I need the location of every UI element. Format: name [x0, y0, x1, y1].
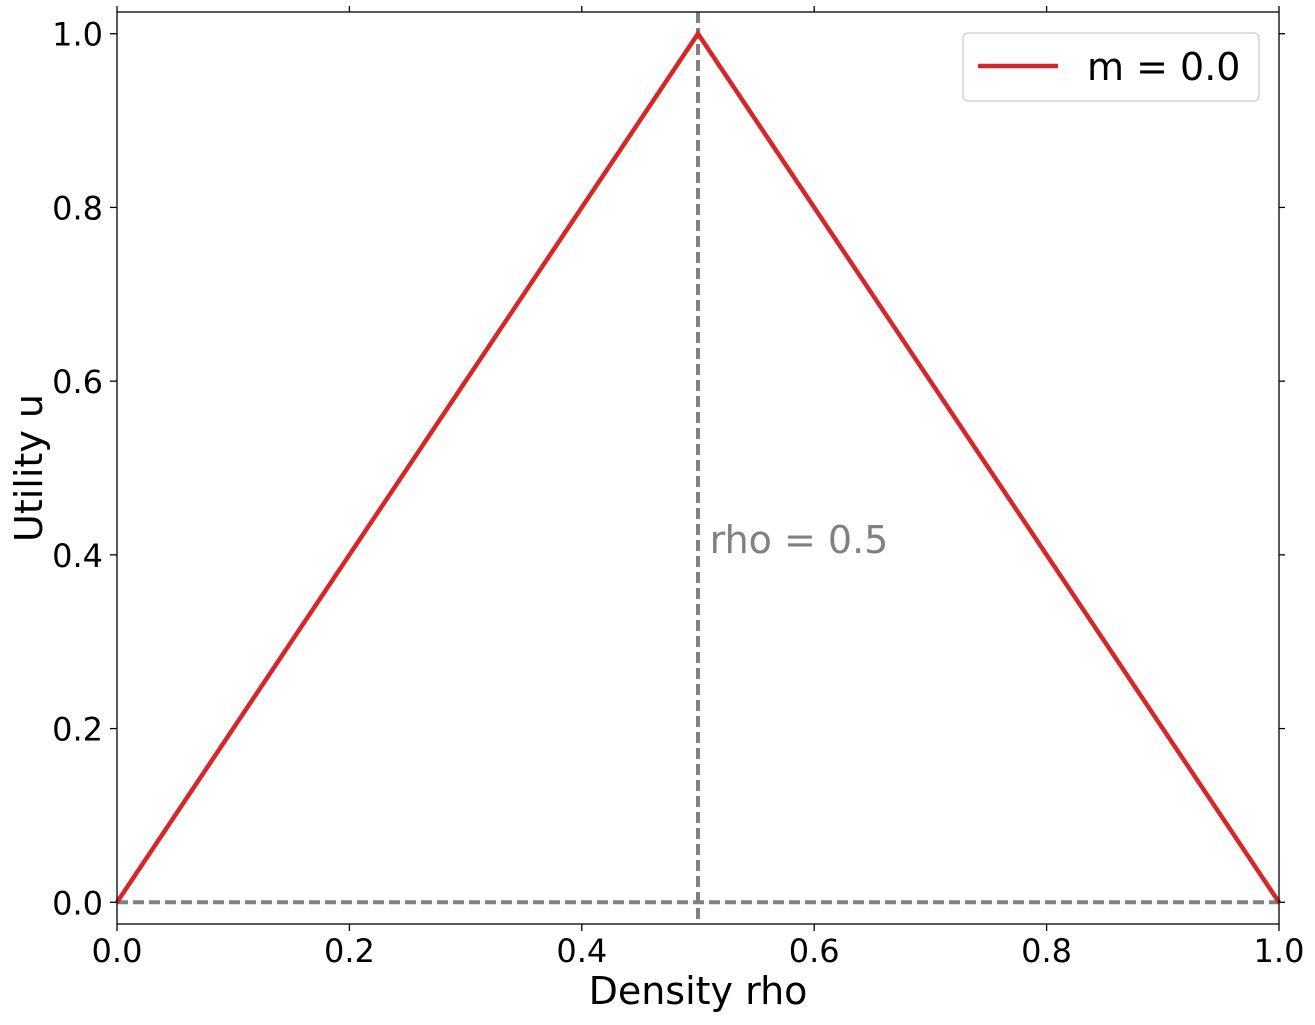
axes-frame [116, 11, 1280, 925]
y-tick-label: 0.2 [52, 711, 103, 749]
legend: m = 0.0 [962, 32, 1260, 102]
series-line [115, 29, 1281, 904]
y-tick-label: 1.0 [52, 16, 103, 54]
reference-lines [117, 12, 1279, 924]
y-tick-label: 0.4 [52, 537, 103, 575]
y-tick-label: 0.8 [52, 189, 103, 227]
y-tick-label: 0.6 [52, 363, 103, 401]
x-tick-label: 0.8 [1021, 932, 1072, 970]
x-tick-label: 0.4 [556, 932, 607, 970]
y-tick-label: 0.0 [52, 884, 103, 922]
reference-annotation: rho = 0.5 [710, 518, 889, 562]
x-tick-label: 0.2 [324, 932, 375, 970]
axes: 0.0 0.2 0.4 0.6 0.8 1.0 0.0 0.2 0.4 0.6 0.8 1.0 [52, 6, 1304, 970]
legend-box [962, 32, 1260, 102]
series-lines [115, 29, 1281, 904]
x-tick-label: 0.6 [789, 932, 840, 970]
x-axis-title: Density rho [589, 969, 808, 1013]
annotations: rho = 0.5 [710, 518, 889, 562]
x-tick-label: 0.0 [92, 932, 143, 970]
x-tick-label: 1.0 [1254, 932, 1305, 970]
legend-label: m = 0.0 [1087, 45, 1240, 89]
y-axis-title: Utility u [7, 394, 51, 542]
